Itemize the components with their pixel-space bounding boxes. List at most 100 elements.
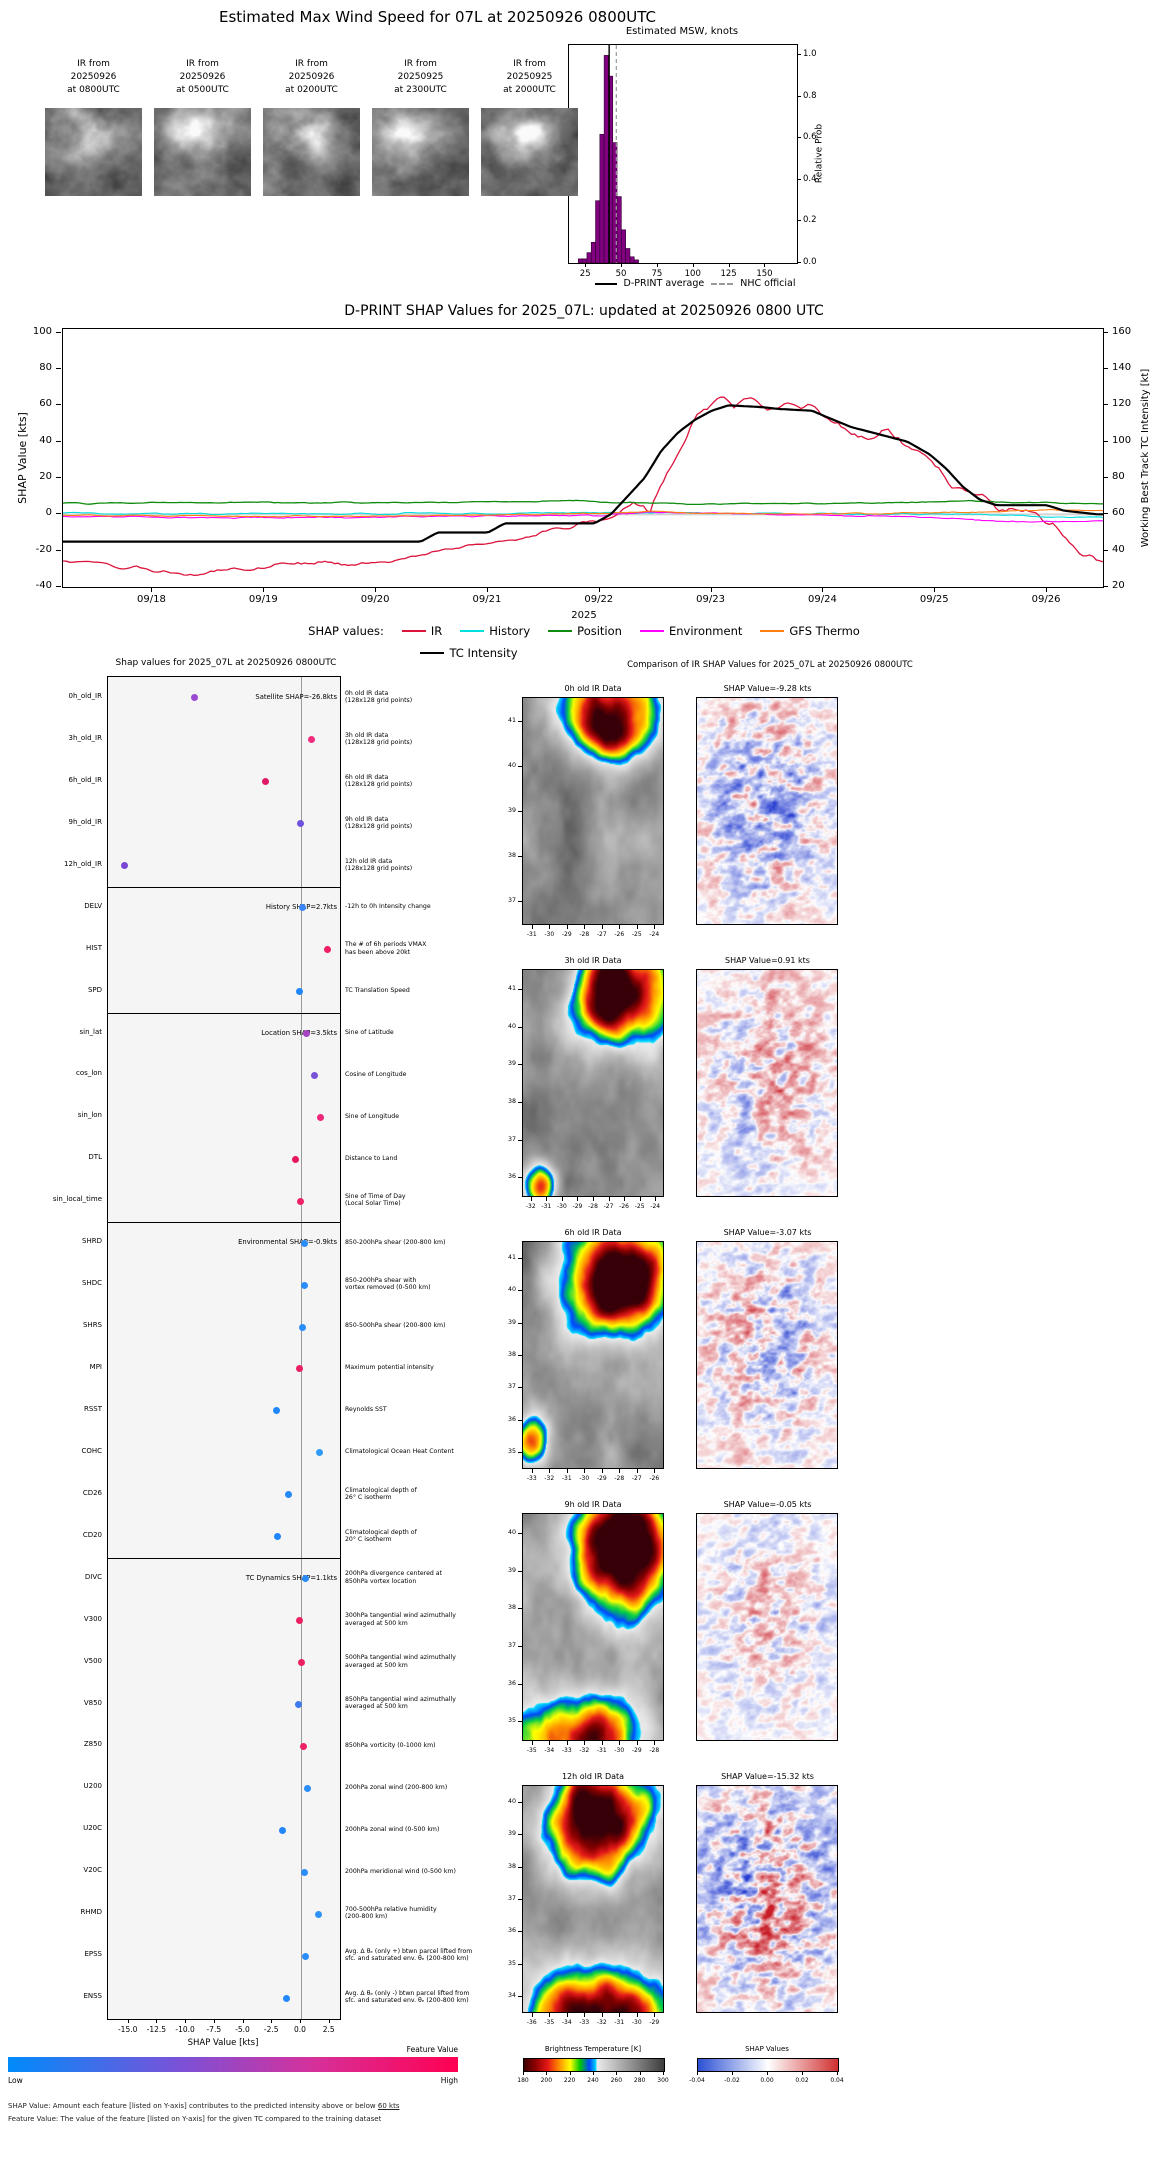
lon-tick-label: -32 (579, 1747, 590, 1754)
lat-tick-label: 39 (507, 1060, 516, 1068)
feature-name: SHRS (82, 1321, 102, 1330)
feature-desc-text: Avg. Δ θₑ (only -) btwn parcel lifted fr… (345, 1989, 470, 2005)
ts-xtick-mark (710, 587, 712, 592)
lat-tick-mark (518, 1387, 522, 1389)
histogram-ytick-label: 1.0 (803, 49, 817, 60)
bt-cbar-tick-label: 200 (540, 2077, 553, 2084)
ts-left-tick-mark (56, 331, 61, 333)
timeseries-title: D-PRINT SHAP Values for 2025_07L: update… (344, 303, 824, 319)
lon-tick-label: -25 (631, 931, 642, 938)
feature-desc: 9h old IR data (128x128 grid points) (345, 802, 510, 844)
shap-panel-title: SHAP Value=-0.05 kts (723, 1500, 812, 1509)
feature-dot (316, 1113, 324, 1121)
feature-dot (307, 736, 315, 744)
histogram-ytick-mark (797, 54, 801, 56)
dprint-average-line-sample (594, 282, 617, 285)
lon-tick-label: -34 (561, 2019, 572, 2026)
feature-desc-text: Distance to Land (345, 1154, 398, 1162)
feature-desc-text: Climatological depth of 26° C isotherm (345, 1486, 417, 1501)
lon-tick-label: -31 (561, 1475, 572, 1482)
ts-legend-row1: SHAP values: IR History Position Environment… (0, 624, 1168, 638)
feature-desc: Sine of Time of Day (Local Solar Time) (345, 1179, 510, 1221)
shap-cbar-tick-mark (697, 2072, 698, 2075)
lon-tick-mark (561, 1197, 563, 1201)
dotplot-zero-line (300, 677, 302, 2019)
feature-name: ENSS (83, 1992, 102, 2001)
shap-cbar-tick-label: -0.04 (689, 2077, 705, 2084)
histogram-bar (578, 258, 583, 264)
nhc-official-label: NHC official (740, 278, 796, 289)
lat-tick-mark (518, 1608, 522, 1610)
shap-colorbar (697, 2058, 839, 2072)
group-label: History SHAP=2.7kts (265, 902, 337, 911)
lat-tick-mark (518, 1419, 522, 1421)
lat-tick-label: 36 (507, 1679, 516, 1687)
ts-left-tick-mark (56, 440, 61, 442)
dp-xtick-mark (185, 2019, 187, 2023)
group-label: Satellite SHAP=-26.8kts (255, 693, 337, 701)
ts-legend-item-label: TC Intensity (449, 646, 518, 660)
feature-name: sin_lon (77, 1111, 102, 1120)
histogram-xtick-mark (728, 263, 730, 267)
lon-tick-label: -28 (579, 931, 590, 938)
histogram-xtick-label: 25 (579, 269, 591, 279)
ts-legend-line-sample (420, 652, 445, 654)
lat-tick-label: 36 (507, 1173, 516, 1181)
lat-tick-mark (518, 1177, 522, 1179)
lon-tick-label: -35 (526, 1747, 537, 1754)
ts-legend-line-sample (760, 630, 785, 632)
lon-tick-mark (624, 1197, 626, 1201)
timeseries-plot (62, 328, 1104, 588)
bt-cbar-tick-label: 220 (563, 2077, 576, 2084)
lon-tick-mark (577, 1197, 579, 1201)
ts-left-tick-label: 60 (39, 398, 52, 410)
ts-xtick-label: 09/20 (360, 594, 390, 605)
histogram-bar (633, 259, 639, 264)
lon-tick-mark (531, 1469, 533, 1473)
feature-desc: 0h old IR data (128x128 grid points) (345, 676, 510, 718)
feature-dot (279, 1826, 287, 1834)
ts-series-history (62, 511, 1104, 519)
histogram-xtick-mark (764, 263, 766, 267)
ts-right-tick-mark (1103, 476, 1108, 478)
lat-tick-mark (518, 1570, 522, 1572)
lon-tick-label: -29 (596, 1475, 607, 1482)
lat-tick-mark (518, 1963, 522, 1965)
dotplot-plot: Satellite SHAP=-26.8kts History SHAP=2.7k… (107, 676, 341, 2020)
lon-tick-label: -33 (561, 1747, 572, 1754)
ts-legend-line-sample (639, 630, 664, 632)
feature-name: 3h_old_IR (68, 733, 103, 742)
feature-dot (262, 778, 270, 786)
colorbar-low-label: Low (8, 2076, 23, 2085)
lon-tick-mark (619, 1741, 621, 1745)
bt-cbar-tick-label: 180 (517, 2077, 529, 2084)
histogram-xtick-mark (656, 263, 658, 267)
feature-desc: Avg. Δ θₑ (only +) btwn parcel lifted fr… (345, 1934, 510, 1976)
feature-desc: 200hPa meridional wind (0-500 km) (345, 1850, 510, 1892)
ts-left-tick-label: 20 (39, 470, 52, 482)
feature-dot (300, 1742, 308, 1750)
ts-legend-item: Position (548, 624, 622, 638)
lon-tick-mark (530, 1197, 532, 1201)
dotplot-feature-descriptions: 0h old IR data (128x128 grid points) 3h o… (345, 676, 510, 2018)
ts-xtick-label: 09/25 (919, 594, 949, 605)
feature-name: V850 (83, 1698, 102, 1707)
bt-cbar-tick-label: 260 (610, 2077, 623, 2084)
feature-name: MPI (89, 1363, 102, 1371)
ts-xtick-mark (1046, 587, 1048, 592)
dp-xtick-mark (127, 2019, 129, 2023)
dotplot-feature-names: 0h_old_IR 3h_old_IR 6h_old_IR 9h_old_IR 12h_… (2, 676, 102, 2018)
dp-xtick-label: -7.5 (206, 2025, 222, 2034)
lon-tick-label: -30 (614, 1747, 625, 1754)
ts-series-position (62, 499, 1104, 506)
lat-tick-mark (518, 1995, 522, 1997)
feature-dot (282, 1994, 290, 2002)
lon-tick-mark (593, 1197, 594, 1201)
lat-tick-mark (518, 901, 522, 903)
lat-tick-mark (518, 1834, 522, 1836)
histogram-bar (590, 241, 596, 264)
lon-tick-label: -29 (572, 1203, 583, 1210)
feature-desc: 850hPa vorticity (0-1000 km) (345, 1724, 510, 1766)
histogram-bar (595, 200, 601, 264)
ir-thumbnail-image (45, 108, 142, 196)
